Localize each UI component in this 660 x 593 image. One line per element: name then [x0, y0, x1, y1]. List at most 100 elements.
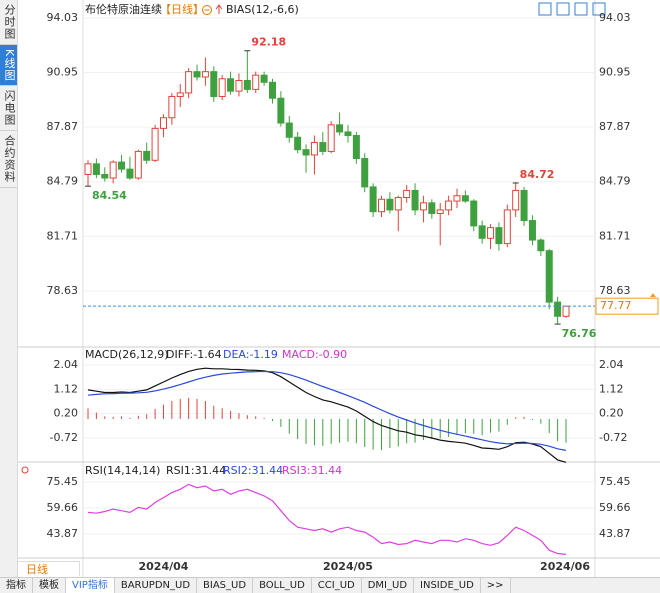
y-tick-label: 75.45: [599, 475, 631, 488]
sidebar-tab[interactable]: 分时图: [0, 0, 17, 45]
y-tick-label: 90.95: [47, 66, 79, 79]
sidebar: 分时图 K线图 闪电图 合约资料: [0, 0, 18, 577]
legend-entry: MACD(26,12,9): [85, 348, 169, 361]
period-tab[interactable]: 日线: [18, 561, 80, 576]
candle-body: [277, 97, 285, 124]
price-annotation: 76.76: [562, 327, 597, 340]
indicator-tab[interactable]: BIAS_UD: [197, 578, 254, 593]
candle-body: [227, 78, 235, 92]
toggle-icon[interactable]: [202, 5, 212, 15]
alert-icon: [650, 293, 656, 298]
candle-body: [126, 168, 134, 179]
y-tick-label: 2.04: [54, 358, 79, 371]
candle-body: [294, 136, 302, 151]
price-annotation: 92.18: [251, 36, 286, 49]
candle-body: [453, 195, 461, 202]
candle-body: [378, 198, 386, 213]
candle-body: [436, 209, 444, 214]
candle-body: [319, 142, 327, 152]
y-tick-label: 84.79: [599, 175, 631, 188]
candle-body: [159, 117, 167, 129]
candle-body: [218, 78, 226, 97]
candle-body: [252, 74, 260, 90]
y-tick-label: 1.12: [54, 382, 79, 395]
sidebar-tab[interactable]: K线图: [0, 45, 17, 87]
candle-body: [487, 227, 495, 239]
sidebar-tab[interactable]: 闪电图: [0, 86, 17, 132]
indicator-label: BIAS(12,-6,6): [226, 3, 299, 16]
indicator-tab[interactable]: INSIDE_UD: [414, 578, 481, 593]
y-tick-label: 78.63: [599, 284, 631, 297]
tool-button[interactable]: [574, 2, 588, 16]
y-tick-label: 94.03: [47, 11, 79, 24]
tool-button[interactable]: [592, 2, 606, 16]
candle-body: [344, 131, 352, 136]
settings-icon[interactable]: [21, 466, 29, 474]
candle-body: [545, 250, 553, 303]
candle-body: [445, 200, 453, 211]
y-tick-label: 43.87: [599, 527, 631, 540]
y-tick-label: 59.66: [599, 501, 631, 514]
candle-body: [327, 124, 335, 152]
indicator-tab[interactable]: BARUPDN_UD: [115, 578, 198, 593]
candle-body: [403, 189, 411, 199]
candle-body: [503, 209, 511, 245]
candle-body: [478, 225, 486, 239]
indicator-tab[interactable]: BOLL_UD: [253, 578, 312, 593]
y-tick-label: 59.66: [47, 501, 79, 514]
candle-body: [461, 195, 469, 202]
candle-body: [260, 74, 268, 83]
candle-body: [336, 124, 344, 133]
sidebar-tab[interactable]: 合约资料: [0, 131, 17, 189]
background: [18, 0, 660, 577]
candle-body: [285, 122, 293, 138]
y-tick-label: 0.20: [54, 407, 79, 420]
indicator-tab[interactable]: >>: [481, 578, 511, 593]
indicator-tab[interactable]: VIP指标: [66, 578, 115, 593]
y-tick-label: 87.87: [599, 120, 631, 133]
candle-body: [310, 142, 318, 156]
candle-body: [176, 92, 184, 97]
x-tick-label: 2024/06: [540, 560, 590, 573]
y-tick-label: 81.71: [599, 229, 631, 242]
candle-body: [537, 239, 545, 252]
candle-body: [134, 150, 142, 179]
candle-body: [168, 95, 176, 119]
candle-body: [520, 189, 528, 222]
candle-body: [210, 71, 218, 97]
y-tick-label: 87.87: [47, 120, 79, 133]
candle-body: [193, 71, 201, 78]
y-tick-label: 78.63: [47, 284, 79, 297]
y-tick-label: -0.72: [50, 431, 78, 444]
legend-entry: RSI1:31.44: [166, 464, 226, 477]
y-tick-label: 2.04: [599, 358, 624, 371]
tool-button[interactable]: [538, 2, 552, 16]
candle-body: [528, 220, 536, 241]
candle-body: [352, 134, 360, 160]
indicator-tab[interactable]: 指标: [0, 578, 33, 593]
tool-button[interactable]: [556, 2, 570, 16]
indicator-tab[interactable]: 模板: [33, 578, 66, 593]
candle-body: [428, 202, 436, 214]
series-line: [87, 483, 567, 555]
y-tick-label: 81.71: [47, 229, 79, 242]
indicator-tab[interactable]: DMI_UD: [362, 578, 415, 593]
candle-body: [302, 149, 310, 156]
candle-body: [554, 301, 562, 317]
x-tick-label: 2024/05: [323, 560, 373, 573]
y-tick-label: -0.72: [599, 431, 627, 444]
indicator-tab[interactable]: CCI_UD: [312, 578, 362, 593]
indicator-icon: [215, 4, 223, 14]
candle-body: [109, 161, 117, 179]
candle-body: [470, 200, 478, 227]
legend-entry: RSI2:31.44: [223, 464, 283, 477]
y-tick-label: 84.79: [47, 175, 79, 188]
x-tick-label: 2024/04: [138, 560, 188, 573]
series-line: [87, 370, 567, 451]
candle-body: [394, 197, 402, 211]
y-tick-label: 43.87: [47, 527, 79, 540]
candle-body: [411, 189, 419, 211]
candle-body: [84, 163, 92, 175]
candle-body: [143, 150, 151, 161]
y-tick-label: 75.45: [47, 475, 79, 488]
